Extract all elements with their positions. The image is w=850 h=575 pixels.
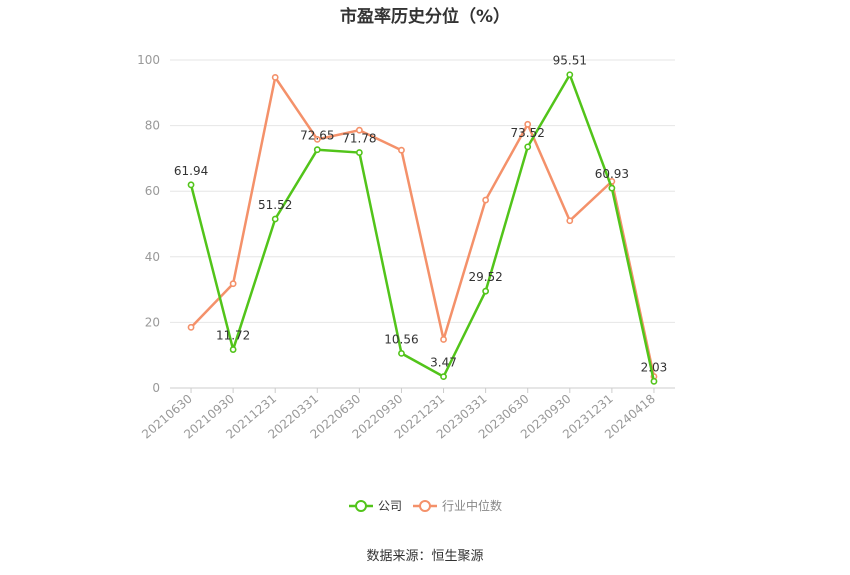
data-point — [650, 377, 658, 385]
series-line-company — [189, 73, 656, 382]
source-note: 数据来源：恒生聚源 — [366, 549, 484, 564]
data-point — [187, 181, 195, 189]
data-point — [440, 373, 447, 381]
data-labels: 61.94 11.72 51.52 72.65 71.78 10.56 3.47 29.52 7… — [174, 54, 667, 375]
legend-label: 行业中位数 — [442, 498, 502, 513]
data-point — [229, 346, 237, 353]
data-point — [440, 336, 447, 343]
data-label: 2.03 — [641, 360, 668, 374]
data-point — [313, 146, 321, 154]
data-label: 10.56 — [384, 332, 418, 346]
data-point — [608, 184, 616, 192]
y-tick-label: 80 — [145, 119, 160, 133]
data-point — [566, 71, 574, 79]
data-point — [524, 120, 532, 128]
data-label: 73.52 — [511, 126, 545, 140]
series-layer — [187, 71, 658, 385]
data-label: 60.93 — [595, 167, 629, 181]
y-tick-label: 100 — [137, 53, 160, 67]
data-point — [566, 217, 574, 225]
y-tick-label: 0 — [152, 381, 160, 395]
y-tick-label: 60 — [145, 184, 160, 198]
y-tick-label: 20 — [145, 315, 160, 329]
data-label: 72.65 — [300, 129, 334, 143]
data-label: 3.47 — [430, 356, 457, 370]
data-point — [398, 349, 405, 357]
chart-title: 市盈率历史分位（%） — [339, 7, 511, 27]
data-label: 11.72 — [216, 329, 250, 343]
legend-marker — [355, 500, 367, 512]
data-label: 29.52 — [468, 270, 502, 284]
data-label: 95.51 — [553, 54, 587, 68]
data-point — [271, 73, 279, 81]
data-point — [482, 287, 490, 295]
data-point — [355, 126, 363, 134]
data-point — [271, 215, 279, 223]
line-chart: 0 20 40 60 80 100 202106302021093020211231202… — [137, 53, 675, 513]
y-tick-label: 40 — [145, 250, 160, 264]
legend-label: 公司 — [378, 499, 402, 513]
data-point — [229, 280, 237, 288]
data-point — [187, 323, 195, 331]
data-point — [524, 143, 532, 151]
data-point — [482, 196, 490, 204]
data-label: 51.52 — [258, 198, 292, 212]
data-point — [355, 149, 363, 156]
data-label: 61.94 — [174, 164, 208, 178]
data-point — [313, 135, 321, 143]
legend-item-industry[interactable]: 行业中位数 — [413, 498, 502, 513]
x-axis: 2021063020210930202112312022033120220630… — [139, 387, 675, 442]
legend-item-company[interactable]: 公司 — [349, 499, 402, 513]
data-label: 71.78 — [342, 132, 376, 146]
legend[interactable]: 公司 行业中位数 — [349, 498, 502, 513]
data-point — [398, 146, 405, 154]
series-line-industry — [190, 76, 656, 377]
legend-marker — [419, 500, 431, 512]
